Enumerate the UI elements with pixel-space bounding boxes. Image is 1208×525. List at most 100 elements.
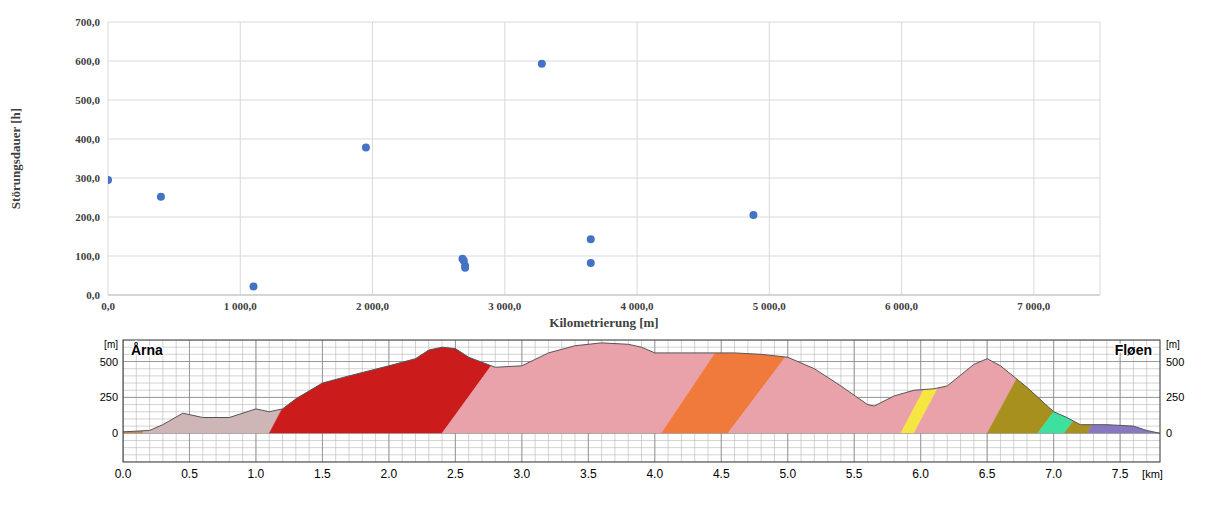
y-tick-label: 0 (112, 427, 118, 439)
y-tick-label: 0,0 (86, 289, 100, 301)
marks (108, 60, 757, 291)
geology-unit (1087, 340, 1160, 433)
minor-grid-line (162, 340, 163, 462)
minor-grid-line (1080, 340, 1081, 462)
x-tick-label: 3.0 (514, 467, 531, 481)
point (157, 193, 165, 201)
x-tick-label: 7 000,0 (1017, 300, 1051, 312)
x-grid-line (769, 22, 770, 295)
x-range-end (1100, 22, 1101, 295)
x-grid-line (1053, 340, 1054, 462)
point (461, 264, 469, 272)
y2-tick-label: 500 (1166, 356, 1184, 368)
point (108, 176, 112, 184)
plot-area (123, 340, 1160, 462)
x-tick-label: 1.0 (248, 467, 265, 481)
x-tick-label: 5 000,0 (753, 300, 787, 312)
y-grid-line (108, 256, 1100, 257)
x-tick-label: 7.0 (1045, 467, 1062, 481)
x-tick-label: 4 000,0 (621, 300, 655, 312)
minor-grid-line (1120, 340, 1121, 462)
y-tick-label: 200,0 (75, 211, 100, 223)
x-tick-label: 2.0 (381, 467, 398, 481)
x-grid-line (255, 340, 256, 462)
x-tick-label: 6.0 (912, 467, 929, 481)
minor-grid-line (1146, 340, 1147, 462)
terrain-line (123, 343, 1160, 433)
minor-grid-line (282, 340, 283, 462)
x-grid-line (1120, 340, 1121, 462)
y-grid-line (108, 22, 1100, 23)
minor-grid-line (123, 440, 1160, 441)
y-axis-title: Störungsdauer [h] (8, 108, 23, 209)
minor-grid-line (189, 340, 190, 462)
minor-grid-line (229, 340, 230, 462)
page: 0,0100,0200,0300,0400,0500,0600,0700,00,… (0, 0, 1208, 525)
x-tick-label: 3 000,0 (488, 300, 522, 312)
x-tick-label: 0,0 (101, 300, 115, 312)
y-tick-label: 700,0 (75, 16, 100, 28)
x-grid-line (372, 22, 373, 295)
x-tick-label: 1.5 (314, 467, 331, 481)
x-tick-label: 6.5 (979, 467, 996, 481)
minor-grid-line (202, 340, 203, 462)
y-grid-line (108, 178, 1100, 179)
point (362, 144, 370, 152)
place-name: Fløen (1115, 342, 1152, 358)
minor-grid-line (123, 447, 1160, 448)
x-tick-label: 0.5 (181, 467, 198, 481)
x-axis-line (108, 295, 1100, 296)
y-tick-label: 300,0 (75, 172, 100, 184)
minor-grid-line (1106, 340, 1107, 462)
x-tick-label: 2.5 (447, 467, 464, 481)
x-tick-label: 6 000,0 (885, 300, 919, 312)
x-grid-line (901, 22, 902, 295)
x-grid-line (108, 22, 109, 295)
minor-grid-line (242, 340, 243, 462)
x-axis-title: Kilometrierung [m] (549, 315, 658, 330)
geology-units (123, 340, 1160, 433)
minor-grid-line (867, 340, 868, 462)
y-axis-title: [m] (104, 339, 118, 350)
y2-axis-title: [m] (1166, 339, 1180, 350)
minor-grid-line (1053, 340, 1054, 462)
y-grid-line (108, 295, 1100, 296)
minor-grid-line (216, 340, 217, 462)
y-tick-label: 500,0 (75, 94, 100, 106)
profile-chart: ÅrnaFløen02505000250500[m][m]0.00.51.01.… (100, 339, 1185, 481)
y-grid-line (108, 139, 1100, 140)
x-tick-label: 0.0 (115, 467, 132, 481)
x-grid-line (504, 22, 505, 295)
y-grid-line (108, 100, 1100, 101)
x-tick-label: 1 000,0 (224, 300, 258, 312)
y-tick-label: 600,0 (75, 55, 100, 67)
y-grid-line (108, 217, 1100, 218)
y-tick-label: 100,0 (75, 250, 100, 262)
x-grid-line (637, 22, 638, 295)
x-grid-line (1033, 22, 1034, 295)
place-name: Årna (131, 342, 163, 358)
geology-unit (987, 340, 1107, 433)
minor-grid-line (255, 340, 256, 462)
point (249, 282, 257, 290)
y2-tick-label: 250 (1166, 391, 1184, 403)
y-tick-label: 500 (100, 356, 118, 368)
x-tick-label: 7.5 (1112, 467, 1129, 481)
x-grid-line (240, 22, 241, 295)
y-grid-line (108, 61, 1100, 62)
x-tick-label: 5.0 (779, 467, 796, 481)
x-grid-line (189, 340, 190, 462)
point (587, 259, 595, 267)
minor-grid-line (176, 340, 177, 462)
minor-grid-line (880, 340, 881, 462)
point (587, 235, 595, 243)
x-tick-label: 4.0 (646, 467, 663, 481)
scatter-chart: 0,0100,0200,0300,0400,0500,0600,0700,00,… (8, 16, 1100, 330)
x-tick-label: 5.5 (846, 467, 863, 481)
minor-grid-line (123, 454, 1160, 455)
minor-grid-line (269, 340, 270, 462)
minor-grid-line (149, 340, 150, 462)
x-axis-title: [km] (1142, 468, 1163, 480)
x-tick-label: 4.5 (713, 467, 730, 481)
minor-grid-line (136, 340, 137, 462)
